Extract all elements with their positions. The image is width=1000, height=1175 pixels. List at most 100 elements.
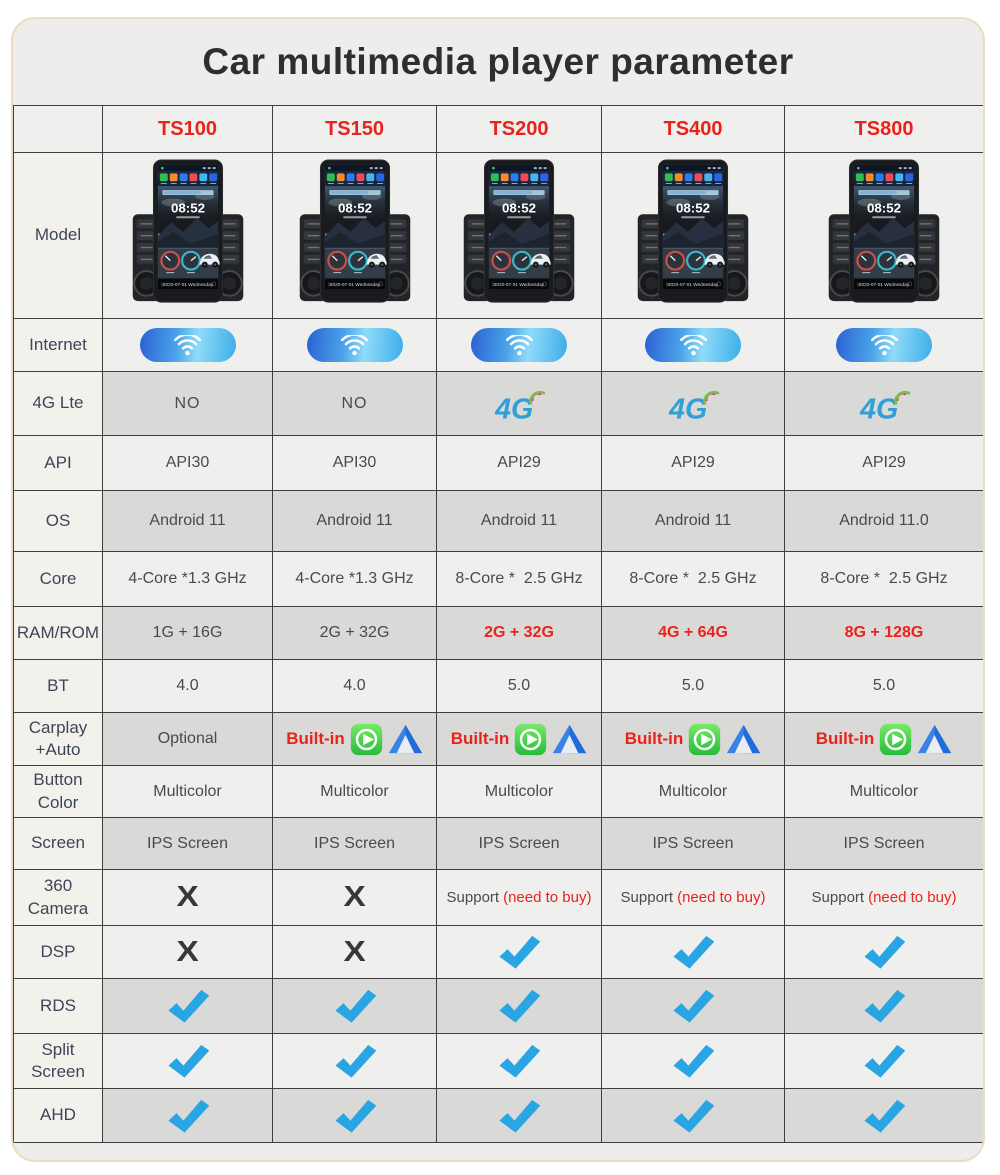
carplay-icon [514, 723, 547, 756]
camera-note-text: (need to buy) [503, 889, 592, 906]
core-value: 8-Core * 2.5 GHz [629, 570, 757, 587]
row-label-360-camera: 360 Camera [13, 869, 103, 926]
row-internet: Internet [13, 318, 983, 372]
row-label-internet: Internet [13, 318, 103, 372]
cell: X [102, 925, 273, 979]
screen-value: IPS Screen [652, 834, 734, 852]
cell: X [102, 869, 273, 926]
device-photo [281, 157, 429, 315]
cell [601, 1088, 785, 1143]
cell: Android 11 [436, 490, 602, 552]
android-auto-icon [726, 723, 761, 755]
os-value: Android 11 [316, 512, 393, 529]
carplay-icon [879, 723, 912, 756]
row-label-model: Model [13, 152, 103, 319]
core-value: 8-Core * 2.5 GHz [820, 570, 948, 587]
x-mark-icon: X [343, 881, 366, 913]
api-value: API30 [332, 454, 377, 471]
button-color-value: Multicolor [484, 782, 554, 800]
cell [272, 1088, 437, 1143]
x-mark-icon: X [176, 881, 199, 913]
carplay-icon [350, 723, 383, 756]
cell [272, 318, 437, 372]
cell [601, 925, 785, 979]
cell: X [272, 869, 437, 926]
cell: API30 [272, 435, 437, 491]
cell [784, 1033, 983, 1089]
cell [784, 371, 983, 436]
cell: Multicolor [784, 765, 983, 818]
cell [436, 152, 602, 319]
cell: Multicolor [102, 765, 273, 818]
check-icon [670, 1042, 716, 1080]
cell: 5.0 [784, 659, 983, 713]
cell: 4.0 [102, 659, 273, 713]
screen-value: IPS Screen [843, 834, 925, 852]
4g-lte-icon [855, 383, 913, 425]
camera-support-text: Support [811, 889, 865, 906]
comparison-panel: Car multimedia player parameter TS100 TS… [11, 17, 985, 1162]
camera-note-text: (need to buy) [868, 889, 957, 906]
carplay-value: Built-in [815, 729, 875, 748]
cell [601, 371, 785, 436]
device-photo [619, 157, 767, 315]
wifi-icon [506, 335, 533, 356]
row-bt: BT 4.0 4.0 5.0 5.0 5.0 [13, 659, 983, 713]
cell [601, 978, 785, 1034]
x-mark-icon: X [176, 935, 199, 968]
cell: API30 [102, 435, 273, 491]
cell: Android 11.0 [784, 490, 983, 552]
check-icon [496, 987, 542, 1025]
check-icon [670, 933, 716, 971]
cell [601, 1033, 785, 1089]
bt-value: 5.0 [681, 677, 705, 694]
camera-support-text: Support [446, 889, 500, 906]
button-color-value: Multicolor [153, 782, 222, 800]
row-ahd: AHD [13, 1088, 983, 1143]
row-carplay-auto: Carplay +Auto Optional Built-in Built-in… [13, 712, 983, 766]
column-header-ts400: TS400 [601, 105, 785, 153]
cell [102, 978, 273, 1034]
cell [102, 1088, 273, 1143]
android-auto-icon [552, 723, 587, 755]
cell: 2G + 32G [436, 606, 602, 660]
cell [436, 1088, 602, 1143]
cell: Android 11 [601, 490, 785, 552]
wifi-badge [645, 328, 741, 362]
cell [784, 925, 983, 979]
bt-value: 5.0 [872, 677, 896, 694]
cell [436, 1033, 602, 1089]
row-label-rds: RDS [13, 978, 103, 1034]
4g-lte-icon [490, 383, 548, 425]
cell: NO [272, 371, 437, 436]
cell: 5.0 [601, 659, 785, 713]
lte-value: NO [174, 394, 201, 412]
row-api: API API30 API30 API29 API29 API29 [13, 435, 983, 491]
wifi-badge [139, 328, 236, 362]
carplay-value: Optional [157, 730, 218, 747]
cell: 8G + 128G [784, 606, 983, 660]
cell [784, 1088, 983, 1143]
cell [784, 318, 983, 372]
wifi-icon [341, 335, 368, 356]
column-header-ts150: TS150 [272, 105, 437, 153]
row-label-dsp: DSP [13, 925, 103, 979]
bt-value: 4.0 [343, 677, 366, 694]
os-value: Android 11.0 [839, 512, 929, 529]
carplay-value: Built-in [286, 729, 345, 748]
cell: Android 11 [102, 490, 273, 552]
screen-value: IPS Screen [314, 834, 395, 852]
ram-value: 4G + 64G [658, 624, 728, 641]
wifi-icon [871, 335, 898, 356]
button-color-value: Multicolor [320, 782, 389, 800]
cell: API29 [436, 435, 602, 491]
wifi-badge [471, 328, 567, 362]
column-header-ts200: TS200 [436, 105, 602, 153]
cell: 2G + 32G [272, 606, 437, 660]
check-icon [332, 1097, 378, 1135]
device-photo [445, 157, 593, 315]
check-icon [861, 987, 907, 1025]
cell: 8-Core * 2.5 GHz [601, 551, 785, 607]
check-icon [496, 1097, 542, 1135]
api-value: API29 [862, 454, 906, 471]
